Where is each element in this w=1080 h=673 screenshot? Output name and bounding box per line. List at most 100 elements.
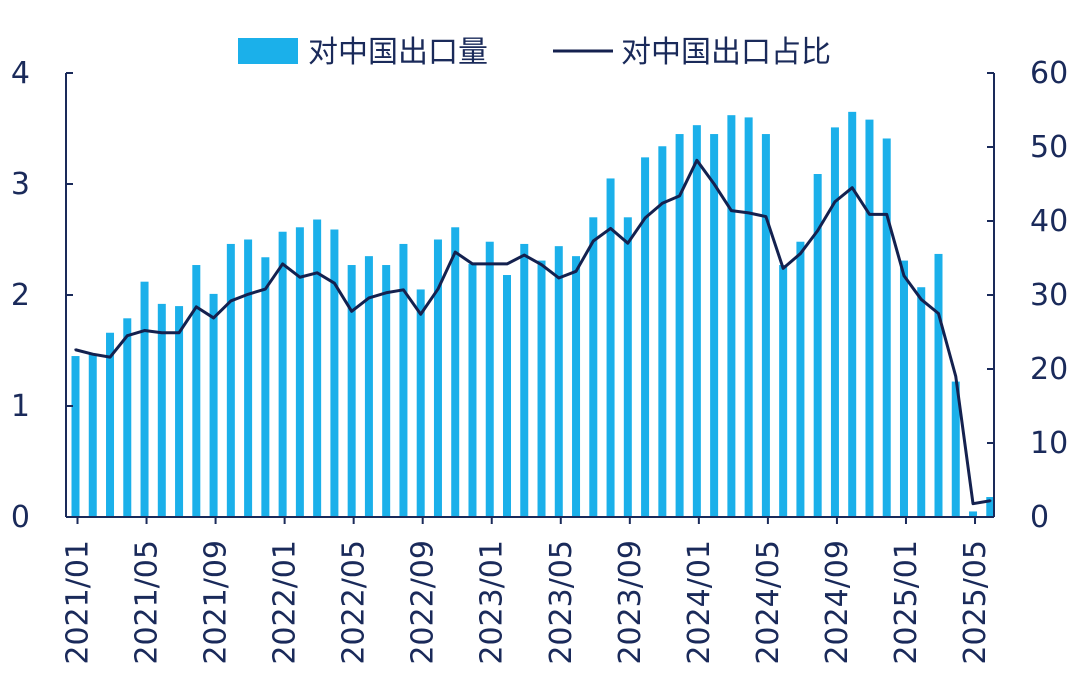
line-point-2024/03 [730,209,733,212]
line-point-2024/11 [868,213,871,216]
bar-2023/05 [554,246,563,517]
legend-bar-swatch [238,38,298,64]
bar-2024/10 [848,111,857,517]
line-point-2022/04 [333,281,336,285]
bar-2021/06 [157,303,166,517]
left-tick-label: 1 [11,389,30,424]
line-point-2023/03 [523,253,526,257]
x-tick-label: 2024/01 [682,540,717,665]
bar-2024/02 [710,134,719,518]
line-point-2025/03 [937,312,940,315]
line-point-2024/07 [799,252,802,255]
x-axis-ticks: 2021/01 2021/05 2021/09 2022/01 2022/05 2022/… [61,517,993,665]
x-tick-label: 2024/09 [820,540,855,665]
line-point-2023/06 [574,270,578,273]
bar-2022/06 [364,256,373,517]
line-point-2023/10 [643,216,647,220]
line-point-2024/06 [781,267,785,270]
bar-2023/11 [658,146,667,517]
line-point-2022/12 [471,262,474,266]
bar-2021/01 [71,356,80,517]
bar-2025/04 [951,381,960,517]
bar-2025/02 [917,287,926,517]
bar-2021/08 [192,265,201,517]
line-point-2021/07 [177,331,181,334]
line-point-2023/04 [540,263,543,266]
line-point-2024/12 [885,213,888,216]
line-point-2024/05 [764,215,768,218]
line-point-2022/03 [315,271,319,274]
line-point-2021/08 [195,305,198,309]
line-point-2022/09 [419,313,422,316]
line-point-2025/02 [920,298,923,301]
bar-2023/10 [641,157,650,518]
bar-2025/01 [899,260,908,517]
bar-2025/03 [934,253,943,517]
right-tick-label: 0 [1030,500,1049,535]
bar-2023/07 [589,217,598,518]
line-point-2025/05 [971,502,975,505]
line-point-2021/03 [108,355,112,359]
bar-2022/11 [451,227,460,518]
x-tick-label: 2021/05 [130,540,165,665]
bar-2023/08 [606,178,615,517]
bar-2024/01 [692,125,701,518]
bar-2021/11 [244,239,253,517]
line-point-2024/01 [695,159,699,162]
bar-2024/03 [727,115,736,518]
legend-line-label: 对中国出口占比 [621,35,831,70]
left-tick-label: 4 [11,56,30,91]
line-point-2021/04 [126,334,129,337]
bar-2025/06 [986,497,995,517]
line-point-2021/10 [229,299,233,303]
left-tick-label: 0 [11,500,30,535]
line-point-2023/07 [592,239,595,243]
right-tick-label: 60 [1030,56,1068,91]
bar-2021/03 [106,332,115,517]
bar-2024/07 [796,241,805,517]
line-point-2021/06 [160,331,163,334]
bar-2024/06 [779,265,788,517]
bar-2022/07 [382,265,391,517]
right-tick-label: 50 [1030,130,1068,165]
line-point-2024/09 [833,200,837,203]
bar-2023/12 [675,134,684,518]
bar-2023/09 [623,217,632,518]
line-point-2023/08 [609,227,612,230]
line-point-2022/05 [350,310,353,313]
bar-2022/04 [330,229,339,517]
bar-2024/11 [865,119,874,518]
bar-2024/08 [813,174,822,517]
bar-2021/05 [140,281,149,517]
legend: 对中国出口量 对中国出口占比 [238,35,831,70]
bar-2021/07 [175,306,184,517]
x-tick-label: 2022/09 [406,540,441,665]
bar-2023/04 [537,260,546,517]
bar-2021/09 [209,293,218,517]
line-point-2021/11 [246,293,250,296]
bar-2021/10 [226,243,235,517]
line-point-2025/01 [902,274,906,277]
x-tick-label: 2025/05 [958,540,993,665]
right-tick-label: 10 [1030,426,1068,461]
line-point-2023/12 [678,194,681,198]
bar-series [71,111,995,518]
x-tick-label: 2023/05 [544,540,579,665]
x-tick-label: 2024/05 [751,540,786,665]
x-tick-label: 2023/01 [475,540,510,665]
line-point-2023/11 [661,202,664,205]
line-point-2021/12 [264,287,267,291]
line-point-2022/08 [402,288,405,292]
bar-2025/05 [969,511,978,517]
line-point-2025/06 [989,499,992,502]
right-tick-label: 40 [1030,204,1068,239]
bar-2022/08 [399,243,408,517]
legend-bar-label: 对中国出口量 [308,35,488,70]
bar-2021/12 [261,257,270,517]
bar-2022/10 [433,239,442,517]
x-tick-label: 2021/01 [61,540,96,665]
bar-2022/01 [278,231,287,518]
left-tick-label: 2 [11,278,30,313]
x-tick-label: 2022/01 [268,540,303,665]
